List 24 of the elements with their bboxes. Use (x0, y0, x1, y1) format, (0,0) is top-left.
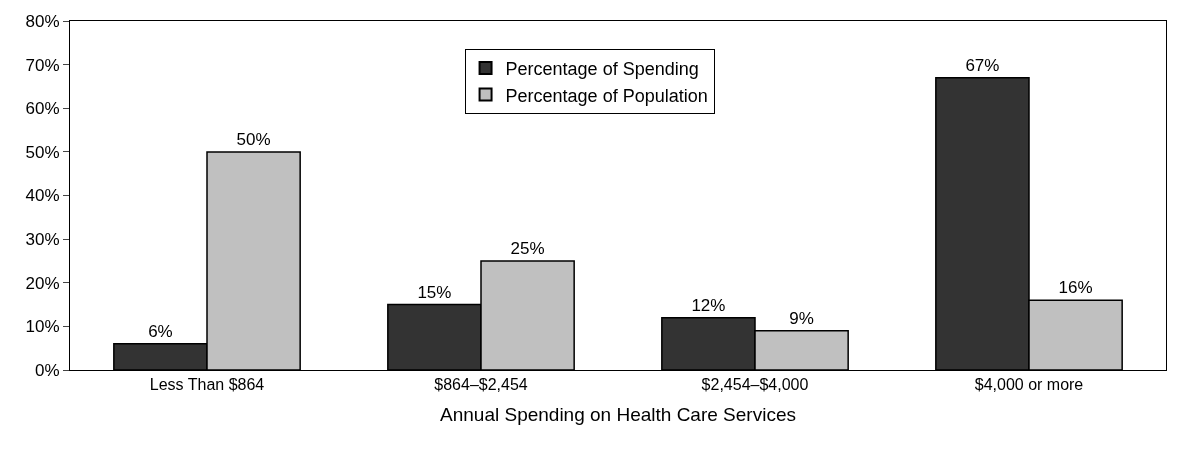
legend-label: Percentage of Spending (505, 59, 699, 80)
y-tick-label: 50% (25, 142, 60, 162)
y-tick-label: 0% (35, 360, 60, 380)
data-label: 15% (417, 282, 452, 302)
x-axis-title: Annual Spending on Health Care Services (440, 404, 796, 425)
x-tick-label: $864–$2,454 (434, 376, 528, 394)
data-label: 50% (236, 129, 271, 149)
data-label: 16% (1058, 278, 1093, 298)
y-tick-label: 30% (25, 230, 60, 250)
legend-label: Percentage of Population (505, 85, 708, 106)
data-label: 6% (148, 321, 173, 341)
y-tick-label: 10% (25, 317, 60, 337)
data-label: 12% (691, 295, 726, 315)
y-tick-label: 40% (25, 186, 60, 206)
data-label: 25% (510, 238, 545, 258)
data-label: 67% (965, 55, 1000, 75)
y-tick-label: 20% (25, 273, 60, 293)
y-tick-label: 60% (25, 99, 60, 119)
y-tick-label: 80% (25, 11, 60, 31)
x-tick-label: Less Than $864 (149, 376, 265, 394)
x-tick-label: $2,454–$4,000 (701, 376, 809, 394)
x-tick-label: $4,000 or more (974, 376, 1084, 394)
data-label: 9% (789, 308, 814, 328)
y-tick-label: 70% (25, 55, 60, 75)
